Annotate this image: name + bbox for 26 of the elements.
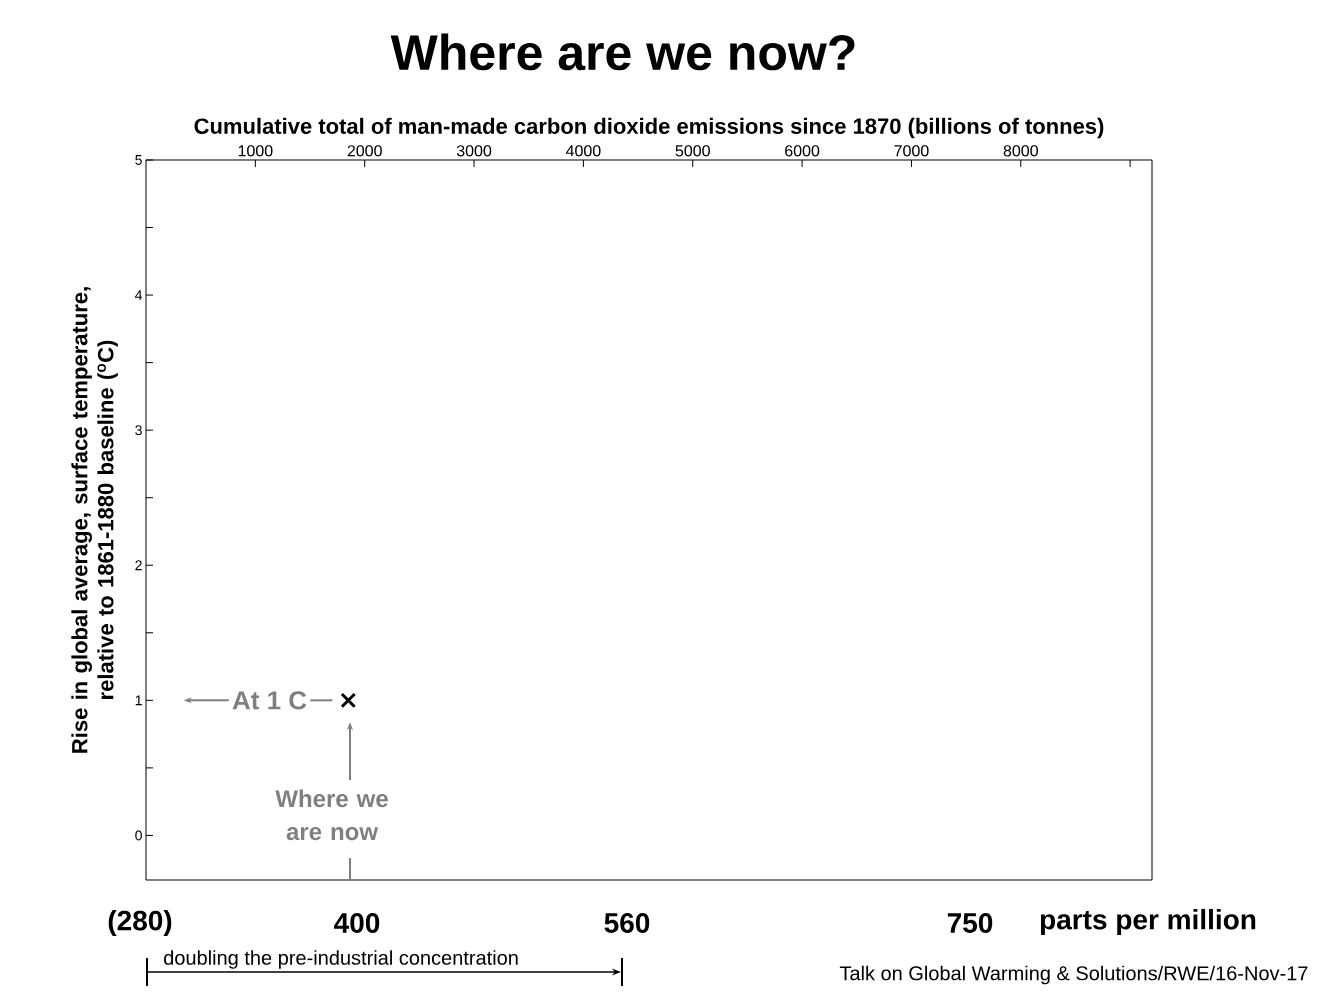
y-axis-title: Rise in global average, surface temperature, relative to 1861-1880 baseline ($^{o}$C): [71, 287, 118, 753]
x-tick-label: 1000: [238, 145, 273, 157]
y-tick-label: 1: [135, 695, 142, 706]
x-tick-label: 7000: [894, 145, 929, 157]
x-tick-label: 6000: [785, 145, 820, 157]
x-tick-label: 5000: [675, 145, 710, 157]
y-tick-label: 2: [135, 560, 142, 571]
y-tick-label: 4: [135, 290, 143, 300]
text: 750: [947, 913, 993, 933]
y-tick-label: 3: [135, 425, 142, 436]
x-tick-label: 3000: [456, 145, 492, 157]
text: parts per million: [1040, 908, 1256, 936]
x-tick-label: 8000: [1003, 145, 1038, 157]
x-tick-label: 4000: [565, 145, 601, 157]
chart-title: Where are we now?: [390, 33, 855, 71]
annotation: At 1 C: [232, 691, 307, 710]
y-tick-label: 5: [135, 155, 142, 165]
text: Talk on Global Warming & Solutions/RWE/16-Nov-17: [839, 965, 1308, 985]
text: 400: [334, 913, 380, 933]
x-axis-title: Cumulative total of man-made carbon dioxide emissions since 1870 (billions of tonnes): [194, 117, 1104, 139]
text: doubling the pre-industrial concentration: [164, 950, 518, 969]
x-tick-label: 2000: [347, 145, 382, 157]
y-tick-label: 0: [135, 830, 142, 841]
text: 560: [604, 913, 650, 933]
annotation: Where we are now: [275, 789, 388, 841]
text: (280): [108, 909, 172, 937]
